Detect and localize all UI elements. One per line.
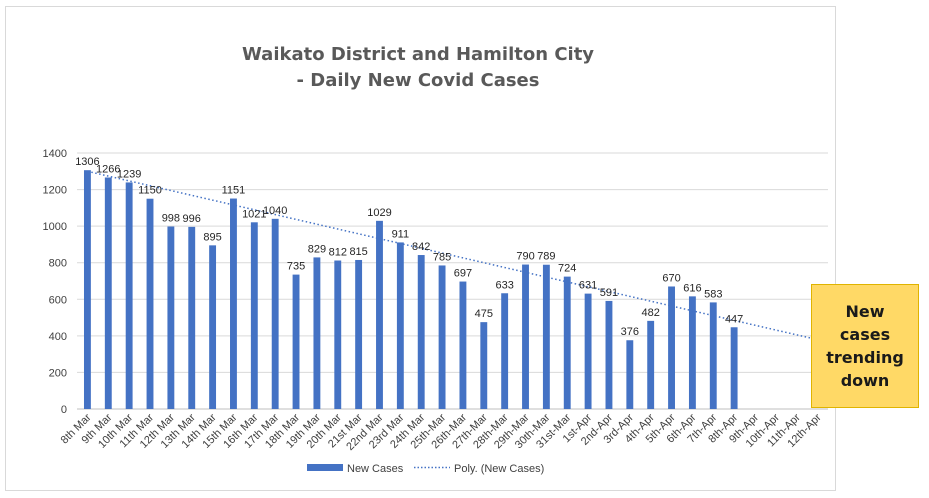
callout-text: New cases trending down — [826, 302, 904, 390]
data-label: 1021 — [242, 208, 266, 220]
data-label: 1306 — [75, 156, 99, 168]
bar — [709, 302, 717, 409]
data-label: 616 — [683, 282, 701, 294]
bar — [271, 218, 279, 409]
data-label: 670 — [662, 272, 680, 284]
bar — [438, 265, 446, 409]
data-label: 785 — [433, 251, 451, 263]
data-label: 376 — [621, 326, 639, 338]
bar — [584, 293, 592, 409]
legend: New Cases Poly. (New Cases) — [307, 463, 544, 475]
data-label: 790 — [516, 251, 534, 263]
chart-border — [5, 6, 836, 491]
legend-label-new-cases: New Cases — [347, 463, 404, 475]
data-label: 1239 — [117, 168, 141, 180]
y-axis-ticks: 0 200 400 600 800 1000 1200 1400 — [43, 148, 67, 416]
bar — [376, 220, 383, 409]
data-label: 815 — [349, 246, 367, 258]
bar — [355, 259, 363, 409]
bar — [417, 255, 425, 409]
callout-box: New cases trending down — [811, 284, 919, 408]
y-tick-label: 1200 — [43, 185, 67, 197]
data-label: 829 — [308, 243, 326, 255]
data-label: 996 — [183, 213, 201, 225]
bar — [688, 296, 696, 409]
bar — [501, 293, 509, 409]
bar — [563, 276, 571, 409]
data-label: 631 — [579, 280, 597, 292]
gridlines — [77, 152, 828, 410]
y-tick-label: 1000 — [43, 221, 67, 233]
data-label: 447 — [725, 313, 743, 325]
bar — [647, 320, 655, 409]
bar — [167, 226, 175, 409]
bar — [334, 260, 342, 409]
trendline-path — [87, 170, 814, 340]
bar — [125, 182, 133, 409]
chart-title-line-2: - Daily New Covid Cases — [297, 70, 540, 91]
data-label: 475 — [475, 308, 493, 320]
data-label: 735 — [287, 261, 305, 273]
bar — [522, 264, 529, 409]
bar — [542, 264, 550, 409]
data-label: 1040 — [263, 205, 287, 217]
y-tick-label: 400 — [49, 331, 67, 343]
data-label: 1266 — [96, 164, 120, 176]
bar — [292, 274, 300, 409]
y-tick-label: 600 — [49, 294, 67, 306]
bar — [313, 257, 321, 409]
data-label: 482 — [642, 307, 660, 319]
bars — [83, 170, 738, 409]
bar — [209, 245, 217, 409]
data-label: 591 — [600, 287, 618, 299]
data-label: 842 — [412, 241, 430, 253]
bar — [480, 322, 488, 409]
bar — [605, 300, 613, 409]
bar — [83, 170, 91, 409]
bar — [104, 177, 112, 409]
bar — [668, 286, 675, 409]
data-label: 583 — [704, 288, 722, 300]
bar — [230, 198, 237, 409]
data-label: 724 — [558, 263, 576, 275]
bar — [188, 226, 196, 409]
data-label: 998 — [162, 213, 180, 225]
y-tick-label: 1400 — [43, 148, 67, 160]
bar — [250, 222, 258, 409]
data-label: 911 — [392, 228, 410, 240]
data-label: 1150 — [138, 185, 162, 197]
data-label: 697 — [454, 268, 472, 280]
bar — [459, 281, 467, 409]
bar — [396, 242, 404, 409]
data-label: 1151 — [222, 185, 246, 197]
trendline — [87, 170, 814, 340]
data-label: 895 — [203, 231, 221, 243]
chart-title-line-1: Waikato District and Hamilton City — [242, 44, 594, 65]
bar — [146, 198, 154, 409]
y-tick-label: 800 — [49, 258, 67, 270]
data-label: 812 — [329, 247, 347, 259]
bar — [626, 340, 634, 409]
bar — [730, 327, 738, 409]
y-tick-label: 0 — [61, 404, 67, 416]
y-tick-label: 200 — [49, 367, 67, 379]
data-label: 789 — [537, 251, 555, 263]
legend-label-trendline: Poly. (New Cases) — [454, 463, 544, 475]
data-label: 1029 — [367, 207, 391, 219]
legend-swatch-new-cases — [307, 464, 343, 471]
data-label: 633 — [495, 279, 513, 291]
